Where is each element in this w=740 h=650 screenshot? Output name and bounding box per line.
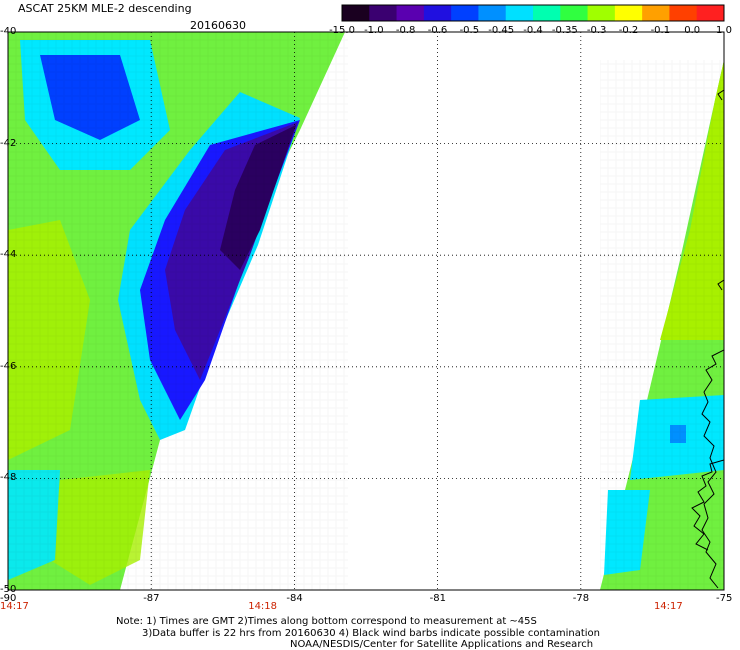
latitude-tick-label: -44 xyxy=(0,249,17,261)
pixel-grid-left xyxy=(8,32,348,590)
colorbar-segment xyxy=(423,5,452,21)
colorbar-label: -0.4 xyxy=(523,25,543,36)
colorbar-label: -0.35 xyxy=(551,25,578,36)
latitude-tick-label: -40 xyxy=(0,26,17,37)
longitude-tick-label: -87 xyxy=(143,593,160,604)
colorbar-label: -0.6 xyxy=(427,25,448,36)
colorbar-label: -0.45 xyxy=(488,25,515,36)
note-line-1: Note: 1) Times are GMT 2)Times along bot… xyxy=(116,616,537,627)
colorbar-segment xyxy=(451,5,479,21)
longitude-tick-label: -84 xyxy=(286,593,303,604)
map-frame xyxy=(7,31,725,591)
longitude-tick-label: -78 xyxy=(572,593,590,604)
colorbar-label: -1.0 xyxy=(364,25,384,36)
graticule xyxy=(8,32,724,590)
colorbar-segment xyxy=(396,5,425,21)
time-label: 14:17 xyxy=(653,601,683,612)
colorbar-segment xyxy=(614,5,643,21)
colorbar-label: -0.1 xyxy=(650,25,671,36)
coastline-islands xyxy=(691,459,724,551)
colorbar-label: -15.0 xyxy=(329,25,355,36)
colorbar-label: 1.0 xyxy=(716,25,732,36)
colorbar-segment xyxy=(342,5,370,21)
note-line-3: NOAA/NESDIS/Center for Satellite Applica… xyxy=(290,639,594,650)
colorbar-segment xyxy=(533,5,561,21)
colorbar xyxy=(341,4,725,22)
colorbar-segment xyxy=(642,5,670,21)
latitude-tick-label: -42 xyxy=(0,137,17,149)
latitude-tick-label: -50 xyxy=(0,584,17,595)
latitude-tick-label: -46 xyxy=(0,360,17,372)
colorbar-label: -0.5 xyxy=(459,25,480,36)
coastline xyxy=(701,349,724,589)
colorbar-label: -0.3 xyxy=(586,25,607,36)
longitude-tick-label: -81 xyxy=(429,593,446,604)
time-label: 14:18 xyxy=(248,601,278,612)
colorbar-segment xyxy=(587,5,616,21)
map-date: 20160630 xyxy=(190,19,246,32)
colorbar-label: -0.8 xyxy=(395,25,416,36)
colorbar-segment xyxy=(560,5,589,21)
colorbar-segment xyxy=(505,5,534,21)
right-swath xyxy=(600,60,724,590)
latitude-tick-label: -48 xyxy=(0,472,17,484)
colorbar-segment xyxy=(669,5,698,21)
coastline-north xyxy=(717,89,724,291)
left-swath xyxy=(8,32,348,590)
colorbar-segment xyxy=(369,5,398,21)
map-title: ASCAT 25KM MLE-2 descending xyxy=(18,2,192,15)
longitude-tick-label: -75 xyxy=(716,593,733,604)
colorbar-frame xyxy=(341,4,725,22)
colorbar-segment xyxy=(696,5,725,21)
longitude-tick-label: -90 xyxy=(0,593,17,604)
colorbar-segment xyxy=(478,5,507,21)
colorbar-label: -0.2 xyxy=(618,25,639,36)
colorbar-label: 0.0 xyxy=(684,25,701,36)
time-label: 14:17 xyxy=(0,601,29,612)
note-line-2: 3)Data buffer is 22 hrs from 20160630 4)… xyxy=(142,628,600,639)
